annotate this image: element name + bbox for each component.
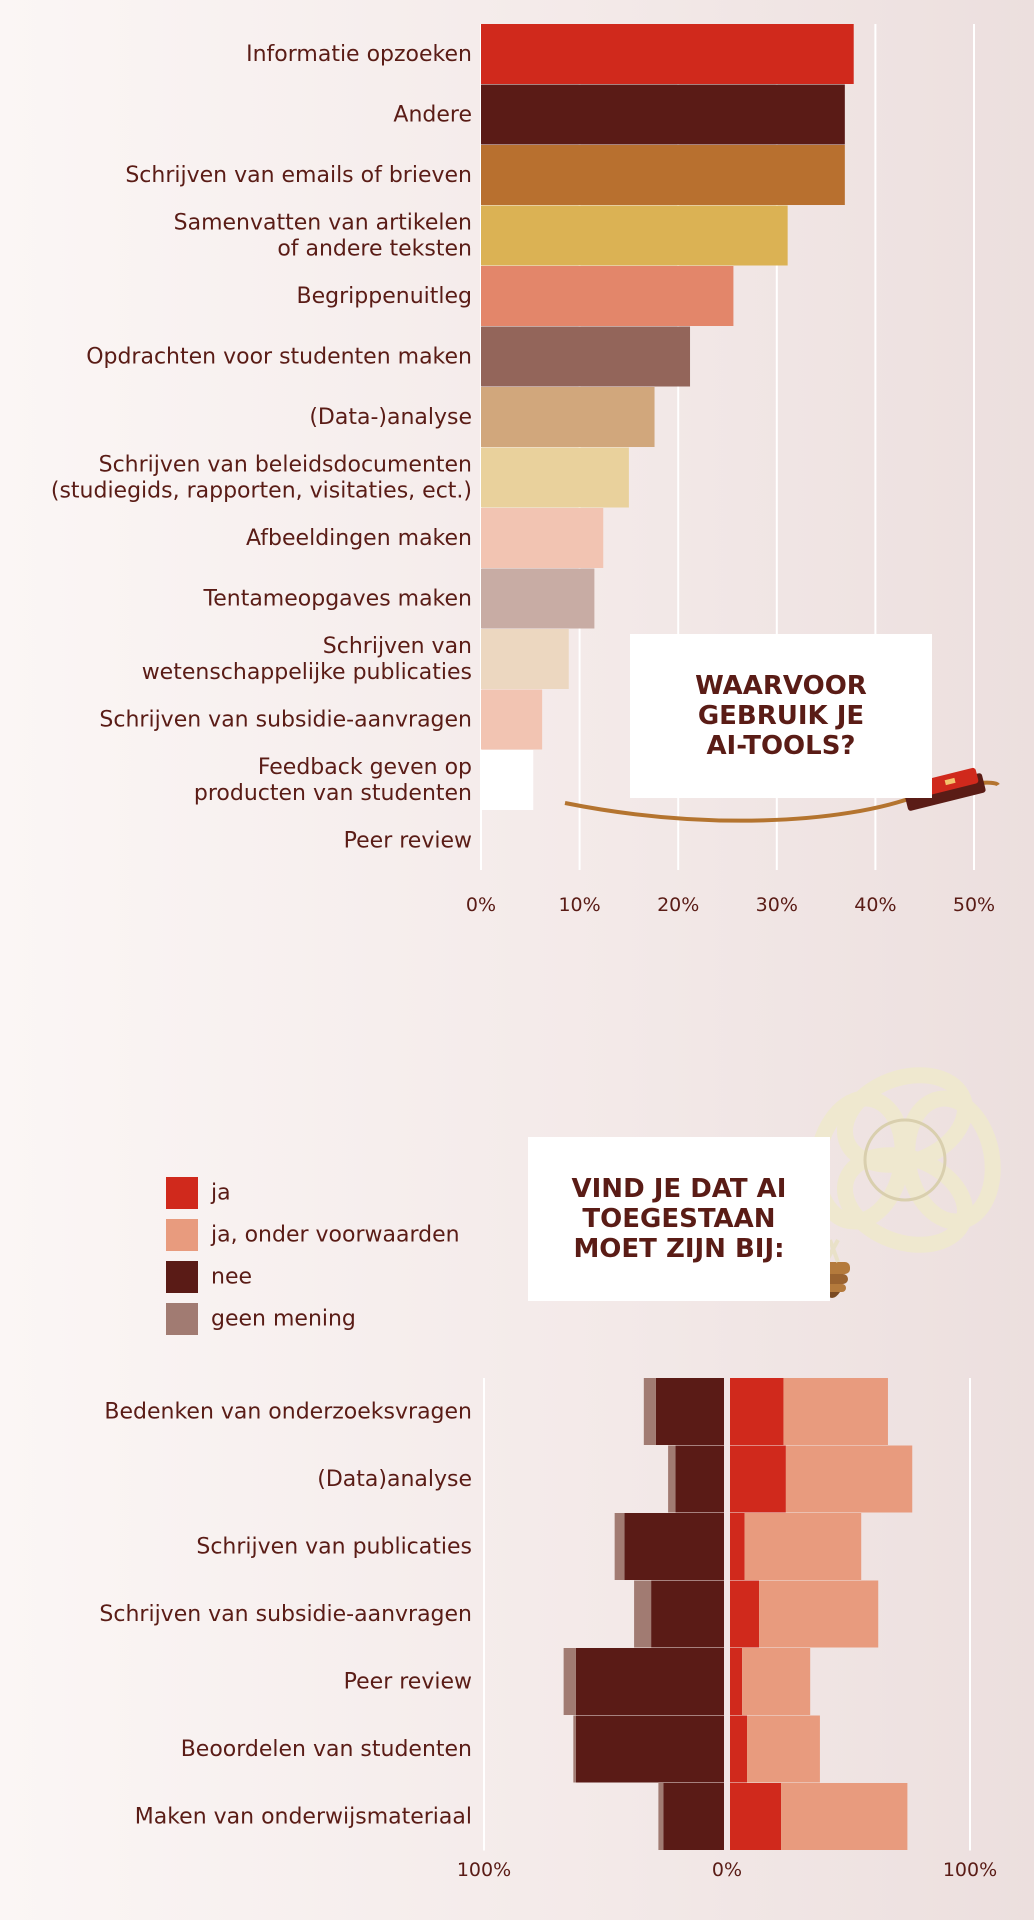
category-label: Tentameopgaves maken	[203, 586, 472, 611]
category-label: Schrijven van wetenschappelijke publicati…	[142, 634, 472, 685]
bar-segment	[563, 1648, 576, 1715]
legend-swatch	[166, 1303, 198, 1335]
bar	[481, 205, 788, 266]
category-label: Peer review	[344, 1669, 472, 1694]
bar-segment	[781, 1783, 908, 1850]
category-label: (Data)analyse	[317, 1467, 472, 1492]
bar-segment	[658, 1783, 664, 1850]
bar-segment	[730, 1513, 745, 1580]
x-tick-label: 0%	[466, 894, 496, 916]
bar-segment	[651, 1580, 724, 1648]
x-tick-label: 40%	[854, 894, 896, 916]
x-tick-label: 100%	[457, 1859, 511, 1881]
bar-segment	[655, 1378, 724, 1445]
x-tick-label: 20%	[657, 894, 699, 916]
bar-segment	[624, 1513, 724, 1580]
category-label: Maken van onderwijsmateriaal	[135, 1804, 472, 1829]
bar	[481, 689, 543, 750]
category-label: Samenvatten van artikelen of andere tekst…	[174, 210, 472, 261]
bar-segment	[634, 1580, 652, 1648]
legend-label: ja, onder voorwaarden	[210, 1223, 460, 1248]
x-tick-label: 10%	[558, 894, 600, 916]
chart-title-ai-tools: WAARVOOR GEBRUIK JE AI-TOOLS?	[630, 634, 932, 798]
bar-segment	[747, 1715, 820, 1783]
bar	[481, 508, 604, 568]
bar-segment	[663, 1783, 724, 1850]
category-label: Bedenken van onderzoeksvragen	[104, 1399, 472, 1424]
category-label: Feedback geven op producten van studenten	[194, 755, 472, 806]
bar-segment	[783, 1378, 888, 1445]
bar-segment	[575, 1715, 724, 1783]
category-label: Schrijven van emails of brieven	[125, 163, 472, 188]
category-label: Schrijven van publicaties	[196, 1534, 472, 1559]
bar-segment	[785, 1445, 913, 1513]
bar	[481, 145, 845, 205]
bar-segment	[744, 1513, 862, 1580]
x-tick-label: 100%	[943, 1859, 997, 1881]
bar-segment	[730, 1445, 786, 1513]
bar-segment	[668, 1445, 676, 1513]
lightbulb-icon	[809, 1067, 1001, 1298]
bar-segment	[573, 1715, 576, 1783]
category-label: Schrijven van subsidie-aanvragen	[99, 707, 472, 732]
bar	[481, 750, 534, 810]
bar-segment	[730, 1715, 748, 1783]
bar-segment	[614, 1513, 625, 1580]
category-label: Begrippenuitleg	[297, 284, 472, 309]
legend-label: geen mening	[211, 1307, 356, 1332]
bar	[481, 326, 691, 387]
category-label: Afbeeldingen maken	[246, 526, 472, 551]
legend-swatch	[166, 1177, 198, 1209]
bar-segment	[730, 1378, 784, 1445]
x-tick-label: 30%	[756, 894, 798, 916]
bar-segment	[643, 1378, 656, 1445]
category-label: Schrijven van beleidsdocumenten (studiegi…	[51, 452, 472, 503]
bar-segment	[730, 1783, 782, 1850]
bar-segment	[742, 1648, 811, 1715]
legend-swatch	[166, 1261, 198, 1293]
legend-label: ja	[210, 1181, 231, 1206]
bar-segment	[730, 1580, 760, 1648]
category-label: Schrijven van subsidie-aanvragen	[99, 1602, 472, 1627]
bar	[481, 629, 569, 689]
bar	[481, 447, 629, 508]
bar-segment	[675, 1445, 724, 1513]
category-label: Informatie opzoeken	[246, 42, 472, 67]
category-label: (Data-)analyse	[309, 405, 472, 430]
category-label: Andere	[393, 102, 472, 127]
chart-title-allowed: VIND JE DAT AI TOEGESTAAN MOET ZIJN BIJ:	[528, 1137, 830, 1301]
bar-segment	[730, 1648, 743, 1715]
bar	[481, 266, 734, 326]
category-label: Beoordelen van studenten	[181, 1737, 472, 1762]
category-label: Peer review	[344, 828, 472, 853]
bar	[481, 387, 655, 447]
bar	[481, 24, 854, 84]
x-tick-label: 0%	[712, 1859, 742, 1881]
bar-segment	[759, 1580, 879, 1648]
category-label: Opdrachten voor studenten maken	[86, 344, 472, 369]
bar	[481, 568, 595, 629]
legend-label: nee	[211, 1265, 252, 1290]
x-tick-label: 50%	[953, 894, 995, 916]
bar	[481, 84, 845, 145]
legend-swatch	[166, 1219, 198, 1251]
bar-segment	[575, 1648, 724, 1715]
